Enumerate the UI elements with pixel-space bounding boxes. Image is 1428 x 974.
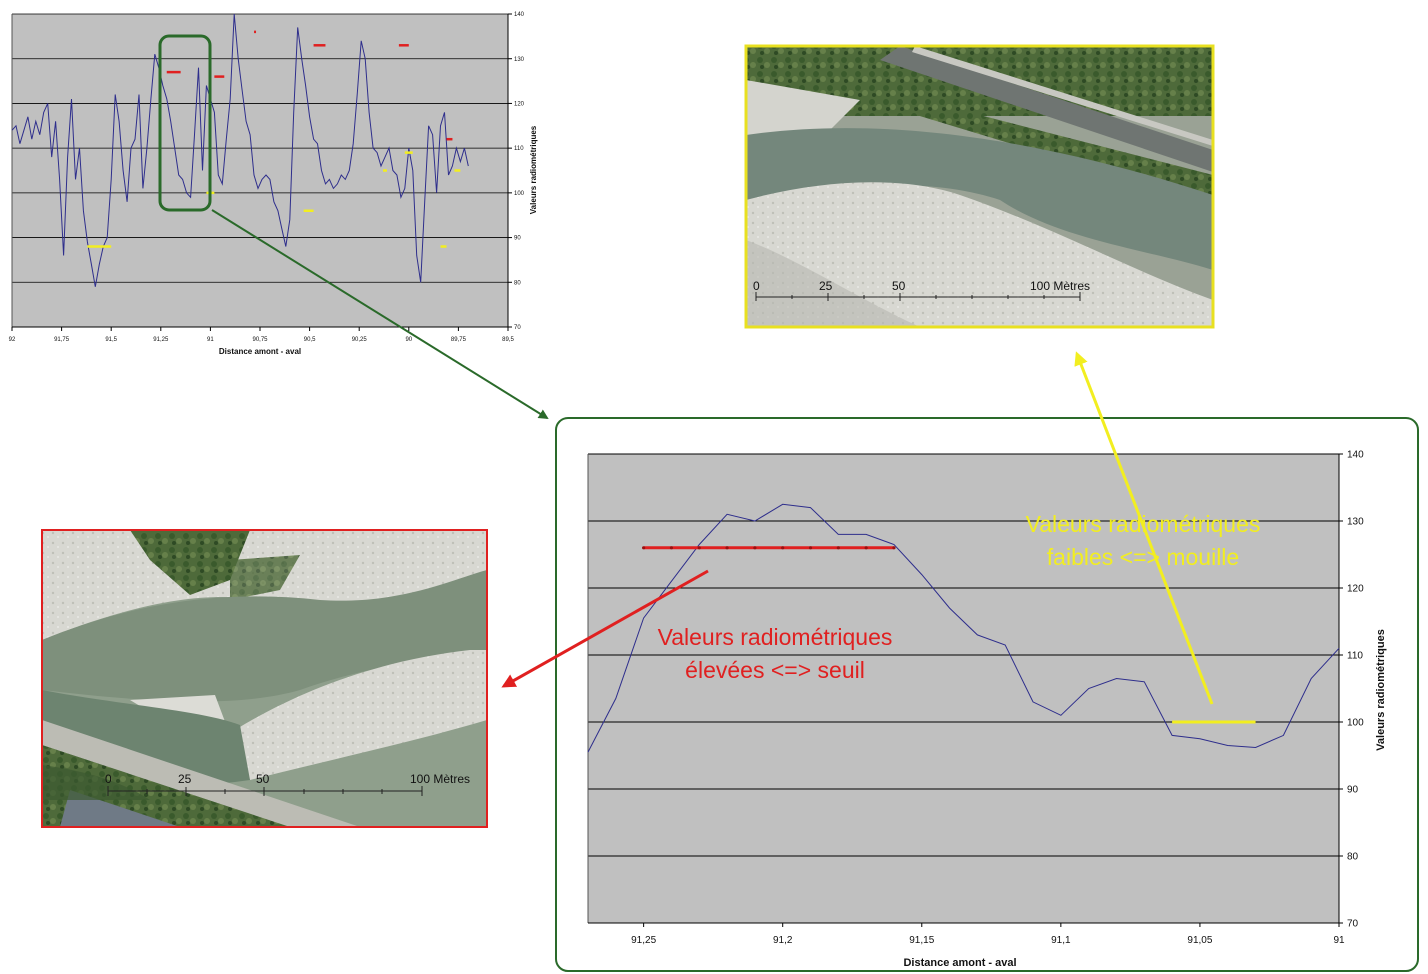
zoomed-gridlines <box>587 453 1343 927</box>
overview-y-tick-labels: 70 80 90 100 110 120 130 140 <box>514 12 525 331</box>
x-tick-label: 91,05 <box>1187 935 1212 946</box>
seuil-marker-dot <box>725 546 729 550</box>
x-tick-label: 91,2 <box>773 935 793 946</box>
photo-seuil-frame <box>41 529 488 828</box>
zoomed-y-axis-title: Valeurs radiométriques <box>1375 629 1387 751</box>
zoom-highlight-box <box>158 34 212 212</box>
x-tick-label: 91,15 <box>909 935 934 946</box>
x-tick-label: 90,75 <box>252 337 268 343</box>
seuil-marker-dot <box>642 546 646 550</box>
y-tick-label: 120 <box>514 102 525 108</box>
overview-plot-area <box>12 14 508 327</box>
photo-seuil-scale-end: 100 Mètres <box>410 772 470 786</box>
photo-mouille-scale-50: 50 <box>892 279 906 293</box>
zoomed-profile-line <box>587 503 1340 753</box>
photo-seuil-scale-bar: 0 25 50 100 Mètres <box>105 772 470 796</box>
zoomed-plot-area <box>588 454 1339 923</box>
mouille-arrow <box>1074 351 1214 705</box>
aerial-photo-seuil: 0 25 50 100 Mètres <box>41 529 488 828</box>
photo-seuil-scale-50: 50 <box>256 772 270 786</box>
y-tick-label: 110 <box>1347 651 1363 662</box>
y-tick-label: 90 <box>1347 785 1359 796</box>
overview-y-axis-title: Valeurs radiométriques <box>529 125 538 214</box>
overview-mouille-markers <box>87 151 461 248</box>
overview-chart: 92 91,75 91,5 91,25 91 90,75 90,5 90,25 90 89,75 8… <box>9 12 538 356</box>
x-tick-label: 91 <box>1333 935 1345 946</box>
seuil-marker-dot <box>669 546 674 550</box>
seuil-arrow <box>501 569 709 688</box>
y-tick-label: 110 <box>514 146 524 152</box>
x-tick-label: 89,5 <box>502 337 514 343</box>
overview-x-axis-title: Distance amont - aval <box>219 347 301 356</box>
y-tick-label: 100 <box>1347 718 1364 729</box>
y-tick-label: 100 <box>514 191 525 197</box>
photo-mouille-scale-end: 100 Mètres <box>1030 279 1090 293</box>
aerial-photo-mouille: 0 25 50 100 Mètres <box>744 44 1215 329</box>
y-tick-label: 140 <box>1347 450 1364 461</box>
annotation-seuil-line2: élevées <=> seuil <box>685 657 865 683</box>
seuil-marker-dot <box>808 546 813 550</box>
y-tick-label: 140 <box>514 12 525 18</box>
x-tick-label: 90 <box>405 337 412 343</box>
y-tick-label: 80 <box>1347 852 1359 863</box>
y-tick-label: 120 <box>1347 584 1364 595</box>
zoomed-y-tick-labels: 70 80 90 100 110 120 130 140 <box>1347 450 1364 930</box>
y-tick-label: 70 <box>514 325 521 331</box>
seuil-marker-dot <box>836 546 840 550</box>
seuil-marker-dot <box>697 546 701 550</box>
photo-mouille-scale-0: 0 <box>753 279 760 293</box>
zoomed-seuil-markers <box>642 546 896 550</box>
overview-seuil-markers <box>166 30 453 141</box>
seuil-marker-dot <box>892 546 896 550</box>
seuil-marker-dot <box>781 546 785 550</box>
x-tick-label: 91,25 <box>631 935 656 946</box>
x-tick-label: 91 <box>207 337 214 343</box>
photo-mouille-scale-bar: 0 25 50 100 Mètres <box>753 279 1090 301</box>
y-tick-label: 130 <box>1347 517 1364 528</box>
zoom-connector-arrow <box>211 209 549 420</box>
x-tick-label: 91,5 <box>105 337 117 343</box>
annotation-mouille-line1: Valeurs radiométriques <box>1026 511 1261 537</box>
x-tick-label: 90,5 <box>304 337 316 343</box>
annotation-mouille-line2: faibles <=> mouille <box>1047 544 1239 570</box>
x-tick-label: 90,25 <box>352 337 368 343</box>
y-tick-label: 130 <box>514 57 525 63</box>
photo-seuil-scale-0: 0 <box>105 772 112 786</box>
x-tick-label: 92 <box>9 337 16 343</box>
photo-mouille-frame <box>744 44 1215 329</box>
seuil-marker-dot <box>753 546 757 550</box>
photo-seuil-scale-25: 25 <box>178 772 192 786</box>
x-tick-label: 91,25 <box>153 337 169 343</box>
zoomed-x-axis-title: Distance amont - aval <box>903 957 1016 969</box>
x-tick-label: 91,75 <box>54 337 70 343</box>
y-tick-label: 90 <box>514 236 521 242</box>
x-tick-label: 89,75 <box>451 337 467 343</box>
y-tick-label: 80 <box>514 280 521 286</box>
annotation-seuil-line1: Valeurs radiométriques <box>658 624 893 650</box>
seuil-marker-dot <box>864 546 868 550</box>
overview-gridlines <box>11 13 512 331</box>
photo-mouille-scale-25: 25 <box>819 279 833 293</box>
y-tick-label: 70 <box>1347 919 1359 930</box>
overview-x-tick-labels: 92 91,75 91,5 91,25 91 90,75 90,5 90,25 90 89,75 8… <box>9 337 515 343</box>
zoomed-x-tick-labels: 91,25 91,2 91,15 91,1 91,05 91 <box>631 935 1345 946</box>
x-tick-label: 91,1 <box>1051 935 1071 946</box>
zoomed-chart: 91,25 91,2 91,15 91,1 91,05 91 70 80 90 100 110 12… <box>555 417 1419 972</box>
